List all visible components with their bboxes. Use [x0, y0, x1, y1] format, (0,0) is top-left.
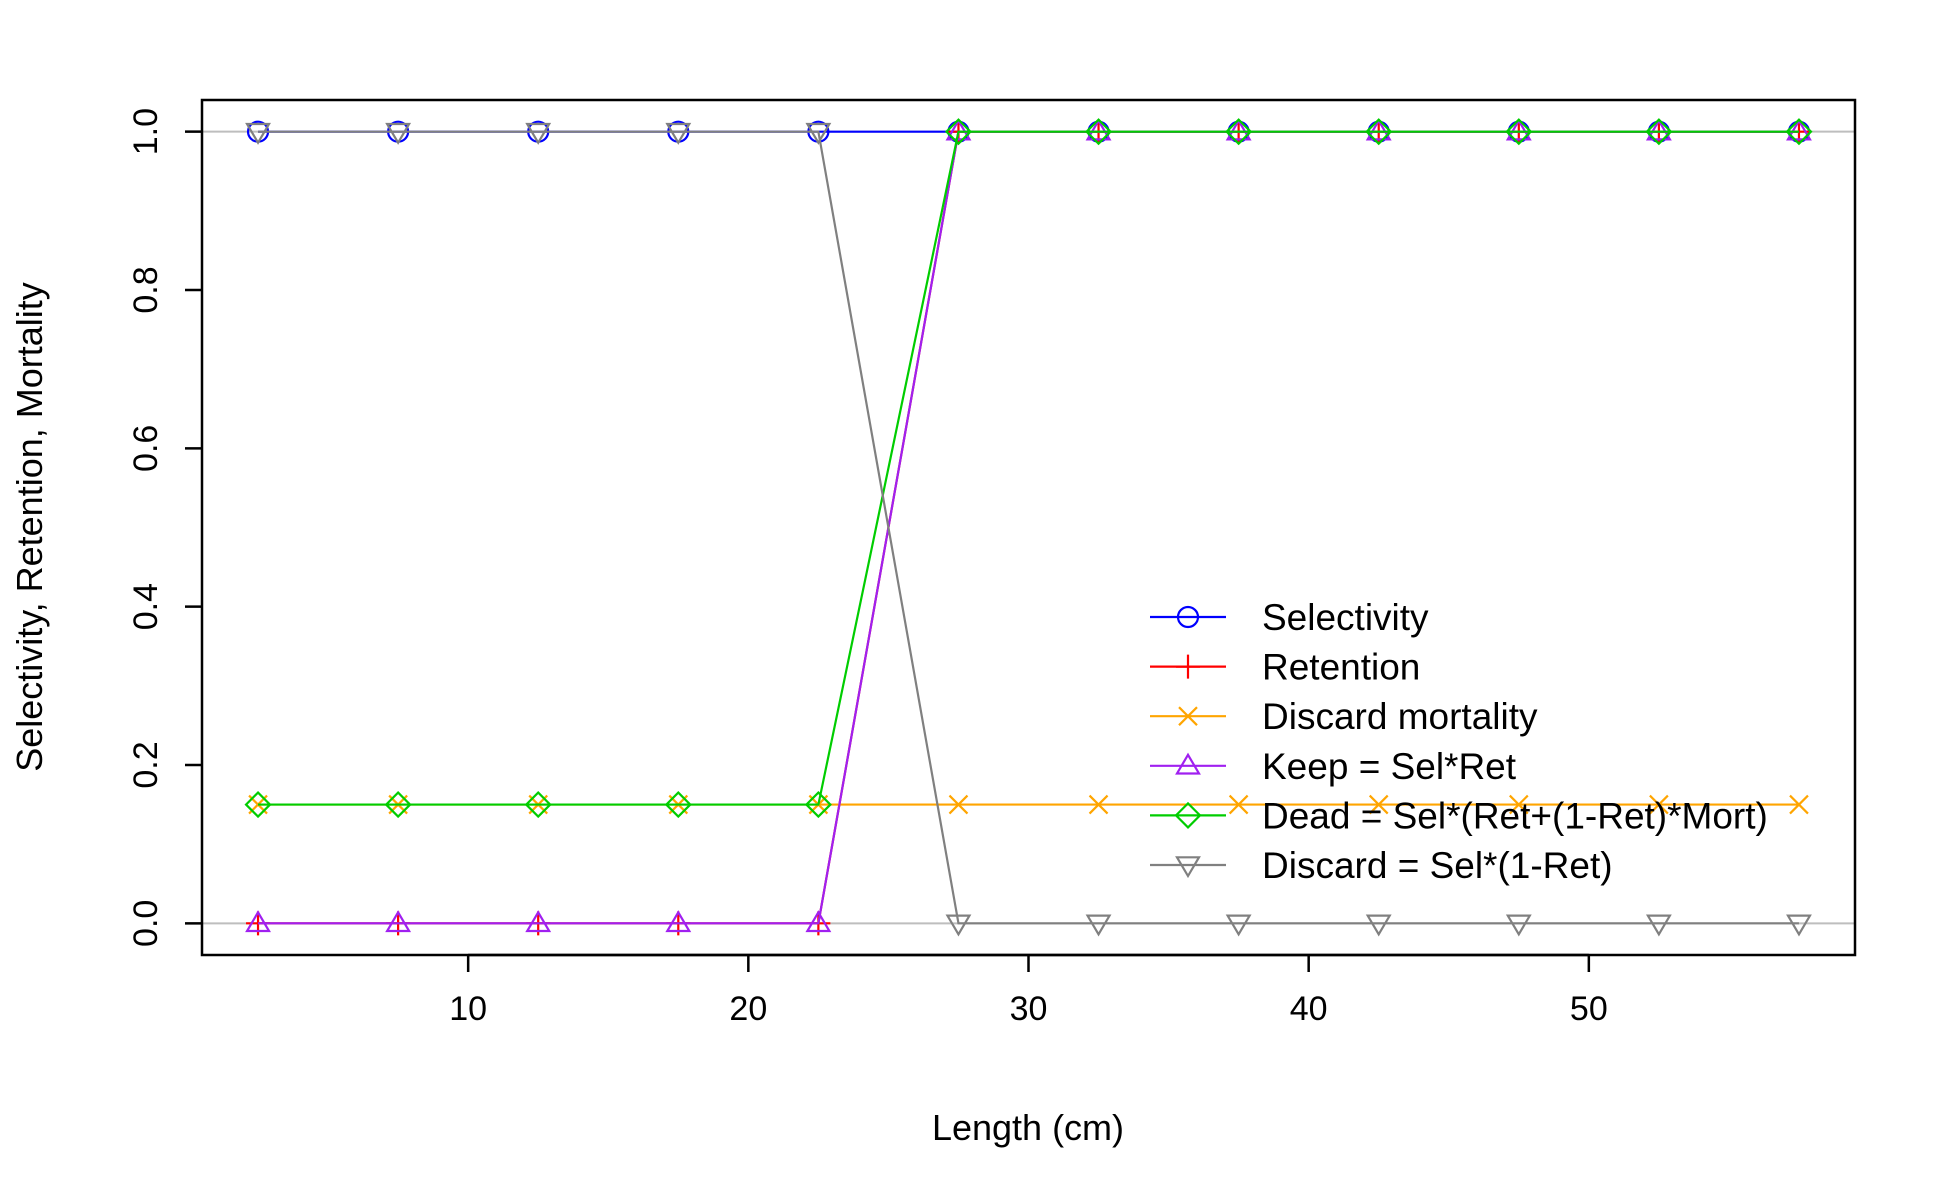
data-point — [945, 118, 972, 141]
x-axis-title: Length (cm) — [932, 1107, 1124, 1148]
data-point — [1365, 118, 1393, 146]
data-point — [1505, 118, 1532, 141]
y-tick-label: 0.0 — [127, 900, 165, 947]
y-tick-label: 0.4 — [127, 583, 165, 630]
legend-marker — [1174, 801, 1202, 829]
legend-marker — [1178, 706, 1198, 726]
series-5 — [244, 118, 1813, 819]
y-tick-label: 1.0 — [127, 108, 165, 155]
data-point — [1088, 794, 1109, 815]
data-point — [1085, 118, 1112, 141]
x-tick-label: 30 — [1010, 990, 1048, 1028]
x-axis: 10 20 30 40 50 — [449, 953, 1608, 1028]
y-tick-label: 0.2 — [127, 741, 165, 788]
data-point — [1228, 794, 1249, 815]
legend-item: Retention — [1150, 647, 1420, 688]
data-point — [1505, 118, 1533, 146]
data-point — [1368, 794, 1389, 815]
legend-label: Discard mortality — [1262, 696, 1538, 737]
legend-marker — [1176, 605, 1200, 629]
legend: Selectivity Retention Discard mortality Kee… — [1150, 597, 1768, 886]
legend-item: Selectivity — [1150, 597, 1429, 638]
data-point — [1225, 914, 1252, 937]
plot-area — [244, 118, 1813, 937]
y-tick-label: 0.8 — [127, 266, 165, 313]
data-point — [524, 791, 552, 819]
x-tick-label: 50 — [1570, 990, 1608, 1028]
data-point — [1785, 118, 1813, 146]
legend-label: Selectivity — [1262, 597, 1429, 638]
data-point — [1789, 794, 1809, 815]
data-point — [525, 122, 552, 145]
y-axis-title: Selectivity, Retention, Mortality — [9, 282, 50, 772]
legend-item: Discard mortality — [1150, 696, 1538, 737]
data-point — [384, 791, 412, 819]
data-point — [525, 910, 552, 933]
legend-item: Dead = Sel*(Ret+(1-Ret)*Mort) — [1150, 795, 1768, 836]
data-point — [664, 791, 692, 819]
data-point — [1365, 914, 1392, 937]
data-point — [1786, 914, 1812, 937]
data-point — [1085, 914, 1112, 937]
data-point — [1645, 118, 1672, 141]
legend-item: Keep = Sel*Ret — [1150, 746, 1517, 787]
legend-label: Discard = Sel*(1-Ret) — [1262, 845, 1613, 886]
legend-item: Discard = Sel*(1-Ret) — [1150, 845, 1613, 886]
legend-marker — [1175, 752, 1201, 775]
data-point — [385, 122, 412, 145]
data-point — [804, 791, 832, 819]
data-point — [244, 791, 272, 819]
data-point — [1786, 118, 1812, 141]
data-point — [805, 910, 832, 933]
data-point — [385, 910, 412, 933]
x-tick-label: 10 — [449, 990, 487, 1028]
data-point — [665, 910, 692, 933]
data-point — [944, 118, 973, 146]
data-point — [1645, 118, 1673, 146]
data-point — [245, 910, 271, 933]
data-point — [1645, 914, 1672, 937]
series-6 — [245, 122, 1812, 937]
y-tick-label: 0.6 — [127, 425, 165, 472]
data-point — [1084, 118, 1113, 146]
data-point — [805, 122, 832, 145]
legend-label: Keep = Sel*Ret — [1262, 746, 1517, 787]
data-point — [1509, 794, 1529, 815]
data-point — [665, 122, 692, 145]
data-point — [245, 122, 271, 145]
data-point — [945, 914, 972, 937]
x-tick-label: 40 — [1290, 990, 1328, 1028]
x-tick-label: 20 — [729, 990, 767, 1028]
data-point — [1225, 118, 1253, 146]
series-line — [258, 130, 1799, 925]
data-point — [1649, 794, 1669, 815]
legend-label: Dead = Sel*(Ret+(1-Ret)*Mort) — [1262, 795, 1768, 836]
data-point — [1365, 118, 1392, 141]
legend-marker — [1175, 856, 1201, 879]
data-point — [1505, 914, 1532, 937]
data-point — [948, 794, 969, 815]
legend-label: Retention — [1262, 647, 1420, 688]
legend-marker — [1176, 654, 1200, 679]
data-point — [1225, 118, 1252, 141]
y-axis: 0.0 0.2 0.4 0.6 0.8 1.0 — [127, 108, 202, 947]
series-line — [258, 130, 1799, 806]
